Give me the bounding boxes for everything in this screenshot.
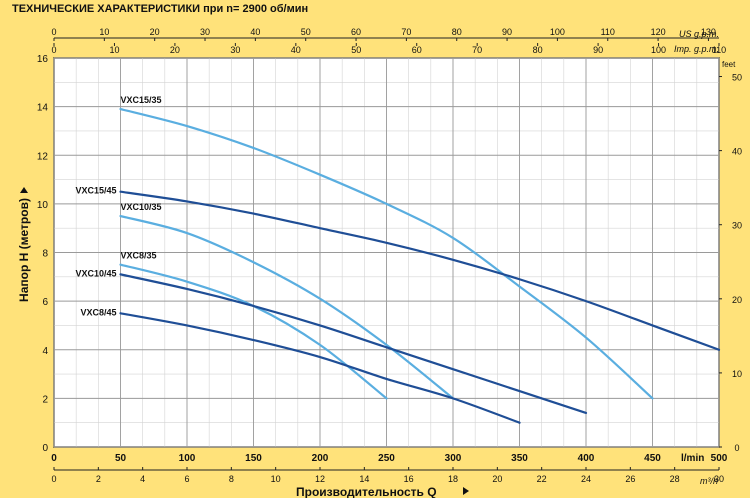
- imp-gpm-tick-label: 70: [472, 45, 482, 55]
- m3h-tick-label: 28: [670, 474, 680, 484]
- chart-title: ТЕХНИЧЕСКИЕ ХАРАКТЕРИСТИКИ при n= 2900 о…: [12, 3, 308, 15]
- imp-gpm-tick-label: 60: [412, 45, 422, 55]
- m3h-tick-label: 20: [492, 474, 502, 484]
- feet-tick-label: 10: [732, 369, 742, 379]
- imp-gpm-tick-label: 40: [291, 45, 301, 55]
- series-line-vxc15-35: [119, 107, 654, 400]
- imp-gpm-tick-label: 90: [593, 45, 603, 55]
- us-gpm-tick-label: 120: [651, 27, 666, 37]
- imp-gpm-tick-label: 0: [51, 45, 56, 55]
- m3h-tick-label: 4: [140, 474, 145, 484]
- m3h-tick-label: 16: [404, 474, 414, 484]
- x-tick-label: 50: [115, 453, 127, 464]
- y-tick-label: 2: [42, 394, 48, 405]
- x-tick-label: 500: [711, 453, 728, 464]
- us-gpm-tick-label: 70: [401, 27, 411, 37]
- series-group: [119, 107, 721, 424]
- x-tick-label: 400: [578, 453, 595, 464]
- series-label-vxc15-35: VXC15/35: [121, 95, 162, 105]
- series-label-vxc8-35: VXC8/35: [121, 251, 157, 261]
- us-gpm-unit-label: US g.p.m.: [679, 29, 719, 39]
- us-gpm-tick-label: 40: [250, 27, 260, 37]
- x-tick-label: 0: [51, 453, 57, 464]
- y-tick-label: 6: [42, 297, 48, 308]
- series-line-vxc10-35: [119, 214, 455, 400]
- y-tick-label: 12: [37, 151, 49, 162]
- us-gpm-tick-label: 60: [351, 27, 361, 37]
- us-gpm-tick-label: 0: [51, 27, 56, 37]
- imp-gpm-tick-label: 50: [351, 45, 361, 55]
- m3h-tick-label: 12: [315, 474, 325, 484]
- imp-gpm-unit-label: Imp. g.p.m.: [674, 44, 719, 54]
- us-gpm-tick-label: 130: [701, 27, 716, 37]
- series-labels: VXC15/35 VXC15/45 VXC10/35 VXC8/35 VXC10/45 V…: [75, 95, 161, 317]
- m3h-tick-label: 0: [51, 474, 56, 484]
- grid: [53, 57, 720, 448]
- imp-gpm-tick-label: 20: [170, 45, 180, 55]
- m3h-tick-label: 24: [581, 474, 591, 484]
- us-gpm-tick-label: 50: [301, 27, 311, 37]
- x-tick-label: 300: [445, 453, 462, 464]
- feet-tick-label: 40: [732, 147, 742, 157]
- m3h-tick-label: 10: [271, 474, 281, 484]
- series-line-vxc15-45: [119, 190, 721, 351]
- m3h-unit-label: m³/h: [700, 476, 718, 486]
- series-label-vxc8-45: VXC8/45: [80, 307, 116, 317]
- y-tick-label: 14: [37, 103, 49, 114]
- feet-tick-label: 20: [732, 295, 742, 305]
- x-tick-label: 200: [312, 453, 329, 464]
- x-tick-label: 450: [644, 453, 661, 464]
- y-axis-label: Напор H (метров): [17, 198, 31, 302]
- us-gpm-tick-label: 110: [601, 27, 615, 37]
- x-axis-label: Производительность Q: [296, 485, 437, 498]
- series-line-vxc10-45: [119, 273, 588, 415]
- feet-tick-label: 0: [734, 443, 739, 453]
- feet-unit-label: feet: [722, 60, 736, 69]
- y-tick-label: 0: [42, 443, 48, 454]
- imp-gpm-tick-label: 110: [712, 45, 726, 55]
- m3h-tick-label: 22: [537, 474, 547, 484]
- y-tick-label: 4: [42, 346, 48, 357]
- imp-gpm-tick-label: 30: [230, 45, 240, 55]
- x-tick-label: 150: [245, 453, 262, 464]
- us-gpm-tick-label: 30: [200, 27, 210, 37]
- m3h-tick-label: 26: [625, 474, 635, 484]
- feet-tick-label: 50: [732, 73, 742, 83]
- m3h-tick-label: 30: [714, 474, 724, 484]
- m3h-tick-label: 14: [359, 474, 369, 484]
- series-label-vxc10-35: VXC10/35: [121, 202, 162, 212]
- us-gpm-tick-label: 90: [502, 27, 512, 37]
- x-unit-label: l/min: [681, 453, 704, 464]
- imp-gpm-tick-label: 80: [533, 45, 543, 55]
- series-line-vxc8-45: [119, 312, 521, 424]
- imp-gpm-tick-label: 100: [651, 45, 666, 55]
- feet-tick-label: 30: [732, 221, 742, 231]
- us-gpm-tick-label: 80: [452, 27, 462, 37]
- us-gpm-tick-label: 20: [150, 27, 160, 37]
- series-label-vxc15-45: VXC15/45: [75, 186, 116, 196]
- x-tick-label: 350: [511, 453, 528, 464]
- m3h-tick-label: 18: [448, 474, 458, 484]
- x-tick-label: 250: [378, 453, 395, 464]
- y-tick-label: 16: [37, 54, 49, 65]
- x-tick-label: 100: [179, 453, 196, 464]
- us-gpm-tick-label: 100: [550, 27, 565, 37]
- imp-gpm-tick-label: 10: [109, 45, 119, 55]
- us-gpm-tick-label: 10: [99, 27, 109, 37]
- m3h-tick-label: 6: [184, 474, 189, 484]
- y-tick-label: 10: [37, 200, 49, 211]
- y-tick-label: 8: [42, 249, 48, 260]
- y-axis-arrow-icon: [20, 187, 28, 193]
- m3h-tick-label: 8: [229, 474, 234, 484]
- series-label-vxc10-45: VXC10/45: [75, 268, 116, 278]
- m3h-tick-label: 2: [96, 474, 101, 484]
- x-axis-arrow-icon: [463, 487, 469, 495]
